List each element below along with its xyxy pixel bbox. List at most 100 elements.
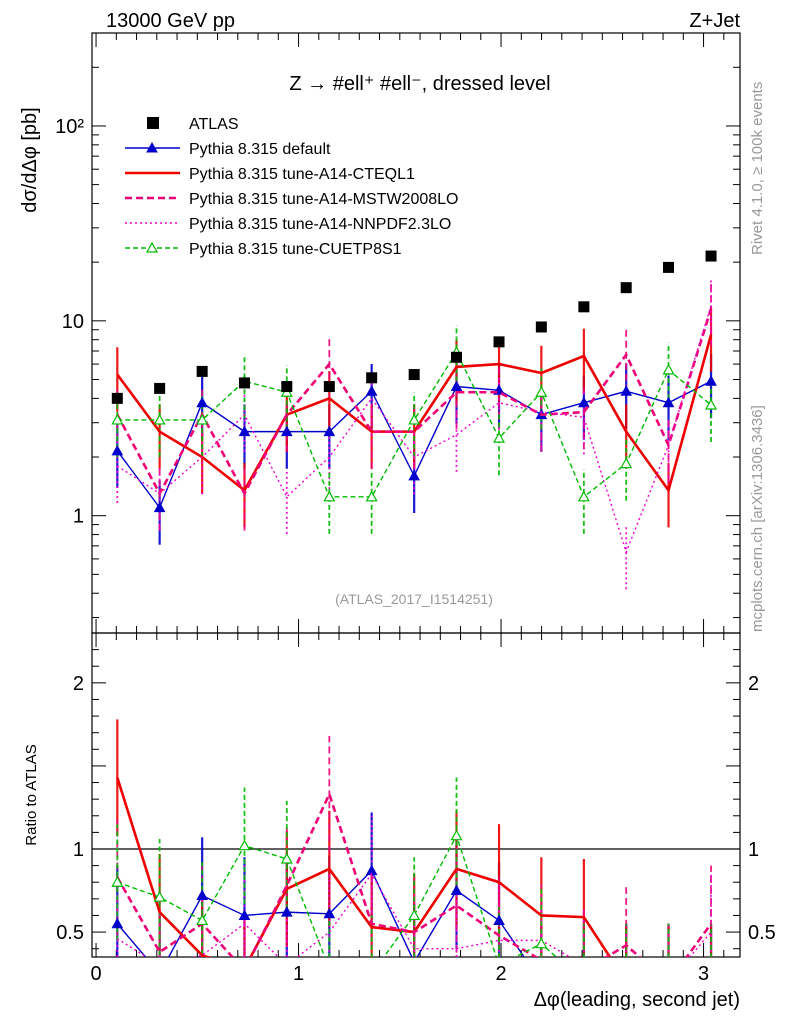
point-marker xyxy=(535,386,548,397)
main-y-tick-label: 10² xyxy=(55,116,84,138)
point-marker xyxy=(324,964,334,973)
legend-marker xyxy=(147,117,159,129)
legend-label: Pythia 8.315 tune-CUETP8S1 xyxy=(189,241,402,258)
legend-label: Pythia 8.315 tune-A14-MSTW2008LO xyxy=(189,191,458,208)
data-point xyxy=(578,301,590,313)
data-point xyxy=(154,382,166,394)
ratio-y-axis-label: Ratio to ATLAS xyxy=(23,744,40,845)
point-marker xyxy=(111,444,124,456)
point-marker xyxy=(621,977,631,986)
point-marker xyxy=(367,969,377,978)
data-point xyxy=(408,369,420,381)
main-series-group xyxy=(111,250,718,590)
point-marker xyxy=(365,385,378,396)
main-panel: 1 10 10² xyxy=(55,32,741,634)
point-marker xyxy=(323,425,336,437)
point-marker xyxy=(146,141,158,153)
mcplots-label: mcplots.cern.ch [arXiv:1306.3436] xyxy=(749,405,766,632)
point-marker xyxy=(280,906,293,917)
main-y-tick-label: 10 xyxy=(62,311,84,333)
ratio-series-line xyxy=(116,790,713,957)
data-point xyxy=(366,372,378,384)
data-point xyxy=(620,282,632,294)
ratio-y-tick-label: 0.5 xyxy=(56,922,84,944)
point-marker xyxy=(493,431,506,443)
point-marker xyxy=(413,955,415,957)
ratio-series-line xyxy=(117,833,558,957)
ratio-y-tick-label: 2 xyxy=(73,673,84,695)
point-marker xyxy=(408,413,421,425)
legend-label: ATLAS xyxy=(189,116,239,133)
data-point xyxy=(451,351,462,363)
point-marker xyxy=(579,977,589,986)
x-tick-label: 3 xyxy=(698,963,709,985)
legend: ATLAS Pythia 8.315 default Pythia 8.315 tu… xyxy=(125,116,458,258)
point-marker xyxy=(664,977,674,986)
point-marker xyxy=(111,413,124,425)
point-marker xyxy=(323,490,336,502)
point-marker xyxy=(579,977,589,986)
legend-label: Pythia 8.315 tune-A14-NNPDF2.3LO xyxy=(189,216,451,233)
x-tick-label: 1 xyxy=(293,963,304,985)
point-marker xyxy=(408,909,421,921)
point-marker xyxy=(153,413,166,425)
point-marker xyxy=(238,909,251,920)
point-marker xyxy=(111,875,124,887)
data-point xyxy=(493,336,505,348)
point-marker xyxy=(664,977,674,986)
point-marker xyxy=(578,396,590,408)
ratio-y-tick-label-right: 1 xyxy=(748,839,759,861)
legend-label: Pythia 8.315 default xyxy=(189,141,331,158)
series-line xyxy=(116,334,713,494)
ratio-series-line xyxy=(116,872,712,957)
point-marker xyxy=(111,917,124,929)
point-marker xyxy=(620,385,633,396)
analysis-id: (ATLAS_2017_I1514251) xyxy=(335,591,493,607)
point-marker xyxy=(145,241,159,253)
point-marker xyxy=(196,413,209,425)
point-marker xyxy=(365,490,378,502)
data-point xyxy=(535,321,547,333)
data-point xyxy=(705,250,717,262)
point-marker xyxy=(408,469,421,481)
ratio-y-tick-label-right: 0.5 xyxy=(748,922,776,944)
point-marker xyxy=(450,829,463,841)
ratio-frame xyxy=(91,632,741,958)
data-point xyxy=(238,377,250,389)
point-marker xyxy=(705,398,718,410)
series-line xyxy=(116,305,712,555)
point-marker xyxy=(535,937,548,949)
point-marker xyxy=(450,380,463,392)
point-marker xyxy=(662,363,675,375)
point-marker xyxy=(705,375,717,386)
series-line xyxy=(116,308,713,497)
main-y-tick-label: 1 xyxy=(73,506,84,528)
point-marker xyxy=(196,914,209,926)
point-marker xyxy=(577,490,590,502)
point-marker xyxy=(155,969,165,978)
ratio-series-group xyxy=(111,719,713,986)
process-label: Z+Jet xyxy=(689,10,740,32)
legend-label: Pythia 8.315 tune-A14-CTEQL1 xyxy=(189,166,415,183)
point-marker xyxy=(620,457,633,469)
rivet-label: Rivet 4.1.0, ≥ 100k events xyxy=(749,82,766,255)
ratio-series-line xyxy=(116,869,526,957)
point-marker xyxy=(280,852,293,864)
main-y-axis-label: dσ/dΔφ [pb] xyxy=(19,107,41,212)
ratio-y-tick-label-right: 2 xyxy=(748,673,759,695)
data-point xyxy=(323,381,335,393)
data-point xyxy=(111,392,123,404)
energy-label: 13000 GeV pp xyxy=(106,10,235,32)
point-marker xyxy=(621,977,631,986)
ratio-y-tick-label: 1 xyxy=(73,839,84,861)
point-marker xyxy=(450,884,463,896)
point-marker xyxy=(238,839,251,851)
data-point xyxy=(663,261,675,273)
point-marker xyxy=(536,977,546,986)
plot-title: Z → #ell⁺ #ell⁻, dressed level xyxy=(289,73,550,95)
data-point xyxy=(196,365,208,377)
point-marker xyxy=(323,907,336,919)
data-point xyxy=(281,381,293,393)
x-tick-label: 0 xyxy=(90,963,101,985)
